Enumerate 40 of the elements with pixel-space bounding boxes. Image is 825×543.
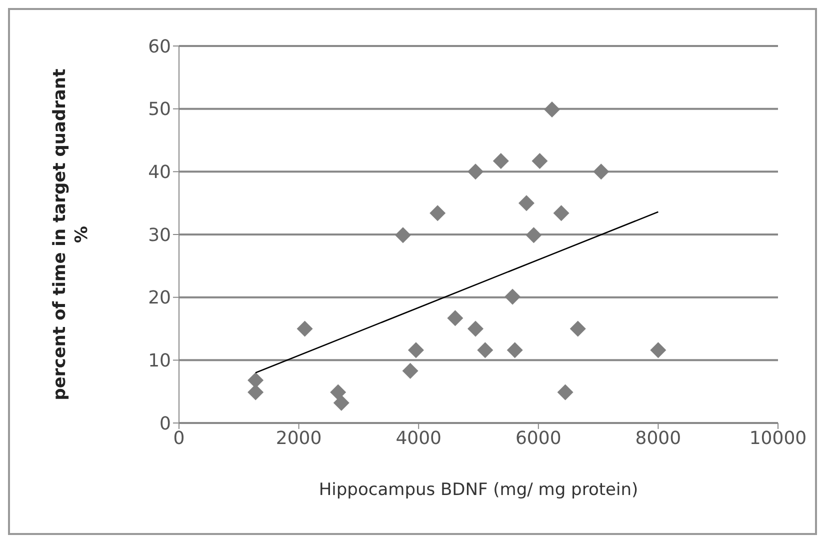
x-axis-title: Hippocampus BDNF (mg/ mg protein) [318,480,638,500]
point [504,288,521,305]
point [333,394,350,411]
point [248,384,264,400]
point [544,101,560,118]
point [330,384,346,400]
x-tick-label: 6000 [515,428,562,449]
y-tick-label: 50 [148,99,171,120]
point [650,342,666,358]
y-tick-label: 0 [160,413,171,434]
y-tick-label: 10 [148,350,171,372]
point [532,152,548,169]
point [296,320,313,337]
x-tick-label: 10000 [749,428,807,449]
point [468,164,484,180]
x-tick-label: 4000 [396,428,442,449]
point [447,310,464,326]
y-tick-label: 20 [148,288,171,309]
point [553,205,570,222]
point [518,195,534,212]
point [408,342,424,358]
x-tick-label: 2000 [276,428,322,449]
point [506,342,523,358]
point [526,227,542,244]
y-tick-label: 60 [148,36,171,58]
point [570,320,586,337]
point [477,342,494,358]
point [593,164,610,180]
point [394,227,411,244]
point [557,384,574,400]
point [492,152,509,169]
x-tick-label: 8000 [635,428,682,449]
x-tick-label: 0 [173,428,185,449]
point [248,372,264,388]
point [402,362,418,379]
y-tick-label: 30 [148,224,171,246]
y-axis-title: percent of time in target quadrant % [50,68,92,400]
point [430,205,446,222]
y-tick-label: 40 [148,162,171,184]
point [468,320,484,337]
